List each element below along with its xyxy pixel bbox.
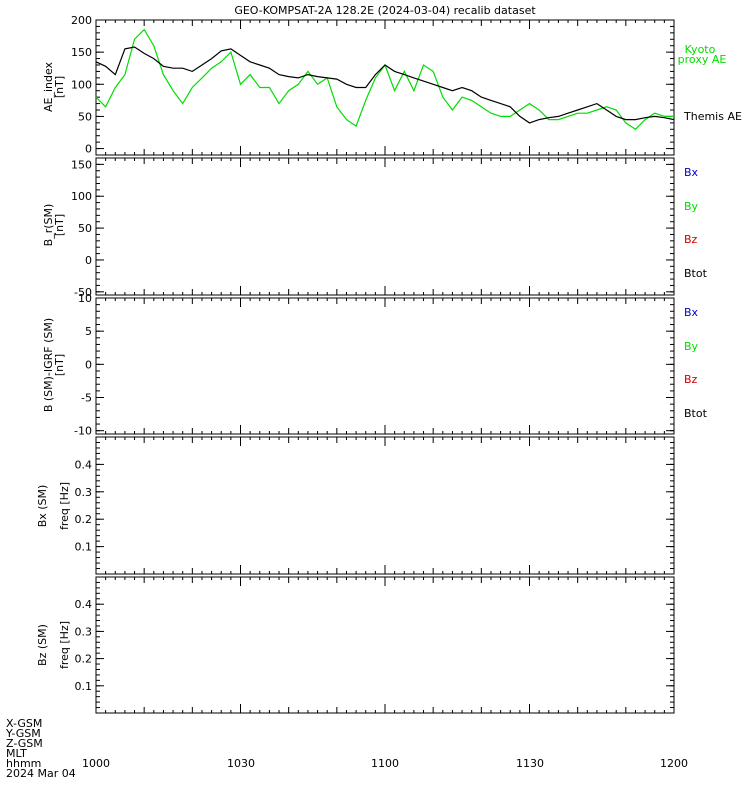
bdiff-frame: [95, 297, 675, 435]
bdiff-y-tick-label: -5: [81, 392, 92, 405]
legend-b-btot: Btot: [684, 267, 708, 280]
ae-y-title: AE_index [nT]: [42, 61, 66, 112]
bdiff-y-tick-label: 5: [85, 325, 92, 338]
bdiff-y-tick-label: -10: [74, 425, 92, 438]
legend-b-by: By: [684, 200, 699, 213]
legend-kyoto: Kyoto: [685, 43, 716, 56]
panels: 050100150200-50050100150-10-505100.10.20…: [71, 14, 675, 714]
ae-y-tick-label: 150: [71, 46, 92, 59]
ae-y-tick-label: 50: [78, 110, 92, 123]
ae-y-tick-label: 100: [71, 78, 92, 91]
b-frame: [95, 157, 675, 296]
bzfreq-y-tick-label: 0.1: [75, 680, 93, 693]
bdiff-yunit: [nT]: [53, 354, 66, 376]
bzfreq-frame: [95, 576, 675, 714]
bxfreq-y-tick-label: 0.4: [75, 458, 93, 471]
bdiff-y-tick-label: 10: [78, 292, 92, 305]
legend-b-bx: Bx: [684, 166, 699, 179]
x-tick-label-1030: 1030: [227, 757, 255, 770]
bzfreq-y-title: Bz (SM) freq [Hz]: [36, 621, 71, 669]
bzfreq-y-tick-label: 0.4: [75, 598, 93, 611]
b-ylabel: B_r(SM): [42, 204, 55, 247]
footer-x-gsm: X-GSM: [6, 717, 42, 730]
bxfreq-y-tick-label: 0.1: [75, 541, 93, 554]
b-y-tick-label: 100: [71, 190, 92, 203]
bdiff-ylabel: B (SM)-IGRF (SM): [42, 318, 55, 412]
legend-bdiff-bx: Bx: [684, 306, 699, 319]
legend-b-bz: Bz: [684, 233, 698, 246]
footer-y-gsm: Y-GSM: [5, 727, 41, 740]
ae-y-tick-label: 200: [71, 14, 92, 27]
bzfreq-y-tick-label: 0.2: [75, 653, 93, 666]
ae-frame: [95, 19, 675, 156]
b-y-tick-label: 50: [78, 222, 92, 235]
b-y-tick-label: 0: [85, 254, 92, 267]
bdiff-y-title: B (SM)-IGRF (SM) [nT]: [42, 318, 66, 412]
bxfreq-yunit: freq [Hz]: [58, 482, 71, 530]
b-yunit: [nT]: [53, 214, 66, 236]
bxfreq-y-tick-label: 0.3: [75, 486, 93, 499]
x-tick-label-1130: 1130: [516, 757, 544, 770]
bzfreq-yunit: freq [Hz]: [58, 621, 71, 669]
ae-yunit: [nT]: [53, 76, 66, 98]
footer-date: 2024 Mar 04: [6, 767, 76, 780]
bxfreq-ylabel: Bx (SM): [36, 485, 49, 528]
legend-themis-ae: Themis AE: [683, 110, 742, 123]
ae-series-kyoto-proxy-ae-line: [95, 28, 674, 131]
bdiff-y-tick-label: 0: [85, 358, 92, 371]
b-y-tick-label: -50: [74, 286, 92, 299]
x-tick-label-1100: 1100: [371, 757, 399, 770]
bzfreq-y-tick-label: 0.3: [75, 625, 93, 638]
bxfreq-y-title: Bx (SM) freq [Hz]: [36, 482, 71, 530]
ae-series-themis-ae-line: [95, 46, 675, 124]
b-y-tick-label: 150: [71, 158, 92, 171]
x-tick-label-1000: 1000: [82, 757, 110, 770]
legend-bdiff-by: By: [684, 340, 699, 353]
footer-hhmm: hhmm: [6, 757, 41, 770]
legend-bdiff-btot: Btot: [684, 407, 708, 420]
x-tick-label-1200: 1200: [660, 757, 688, 770]
bxfreq-y-tick-label: 0.2: [75, 513, 93, 526]
footer-z-gsm: Z-GSM: [6, 737, 43, 750]
ae-y-tick-label: 0: [85, 143, 92, 156]
bzfreq-ylabel: Bz (SM): [36, 624, 49, 666]
bxfreq-frame: [95, 436, 675, 575]
b-y-title: B_r(SM) [nT]: [42, 204, 66, 247]
legend-proxy-ae: proxy AE: [678, 53, 727, 66]
ae-ylabel: AE_index: [42, 61, 55, 112]
chart-title: GEO-KOMPSAT-2A 128.2E (2024-03-04) recal…: [234, 4, 536, 17]
footer-mlt: MLT: [6, 747, 27, 760]
legend-bdiff-bz: Bz: [684, 373, 698, 386]
